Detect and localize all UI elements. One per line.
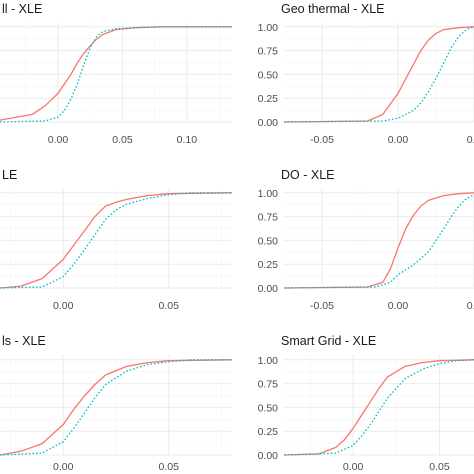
- y-tick-label: 0.00: [258, 450, 279, 462]
- y-tick-label: 0.75: [258, 379, 279, 391]
- panel-title: DO - XLE: [281, 168, 335, 182]
- y-tick-label: 0.00: [258, 117, 279, 129]
- y-tick-label: 0.25: [258, 426, 279, 438]
- panel-background: [284, 188, 474, 288]
- chart-panel: 0.00 0.05 0.10 ll - XLE: [0, 2, 232, 146]
- y-tick-label: 0.00: [258, 283, 279, 295]
- ecdf-line-solid: [283, 359, 474, 456]
- y-tick-label: 0.25: [258, 259, 279, 271]
- y-tick-label: 0.75: [258, 212, 279, 224]
- x-tick-label: 0.00: [53, 300, 74, 312]
- ecdf-line-solid: [283, 26, 474, 123]
- panel-title: Geo thermal - XLE: [281, 2, 385, 16]
- panel-background: [0, 22, 232, 122]
- ecdf-line-dotted: [0, 26, 232, 123]
- y-tick-label: 0.50: [258, 402, 279, 414]
- chart-panel: 0.00 0.05 LE: [0, 168, 233, 312]
- ecdf-line-dotted: [0, 192, 232, 289]
- x-tick-label: 0.0: [467, 300, 474, 312]
- x-tick-label: 0.00: [388, 300, 409, 312]
- x-tick-label: 0.00: [388, 134, 409, 146]
- x-tick-label: 0.00: [343, 461, 364, 473]
- y-tick-label: 0.25: [258, 93, 279, 105]
- y-tick-label: 1.00: [258, 22, 279, 34]
- x-tick-label: -0.05: [310, 300, 334, 312]
- ecdf-line-solid: [0, 192, 233, 289]
- panel-title: Smart Grid - XLE: [281, 334, 376, 348]
- y-tick-label: 0.50: [258, 69, 279, 81]
- x-tick-label: 0.00: [53, 461, 74, 473]
- x-tick-label: 0.00: [48, 134, 69, 146]
- ecdf-line-solid: [0, 359, 233, 456]
- ecdf-line-dotted: [283, 194, 474, 289]
- x-tick-label: 0.0: [467, 134, 474, 146]
- ecdf-line-solid: [283, 192, 474, 289]
- y-tick-label: 1.00: [258, 188, 279, 200]
- x-tick-label: 0.10: [177, 134, 198, 146]
- x-tick-label: 0.05: [429, 461, 450, 473]
- y-tick-label: 1.00: [258, 355, 279, 367]
- x-tick-label: 0.05: [112, 134, 133, 146]
- panel-background: [284, 355, 474, 455]
- y-tick-label: 0.75: [258, 46, 279, 58]
- panel-background: [284, 22, 474, 122]
- panel-title: ll - XLE: [2, 2, 42, 16]
- x-tick-label: -0.05: [310, 134, 334, 146]
- x-tick-label: 0.05: [159, 461, 180, 473]
- panel-title: LE: [2, 168, 17, 182]
- x-tick-label: 0.05: [159, 300, 180, 312]
- ecdf-line-dotted: [283, 26, 474, 123]
- panel-title: ls - XLE: [2, 334, 46, 348]
- ecdf-line-solid: [0, 26, 232, 121]
- ecdf-line-dotted: [0, 359, 232, 456]
- chart-panel: 0.00 0.05 ls - XLE: [0, 334, 233, 473]
- y-tick-label: 0.50: [258, 235, 279, 247]
